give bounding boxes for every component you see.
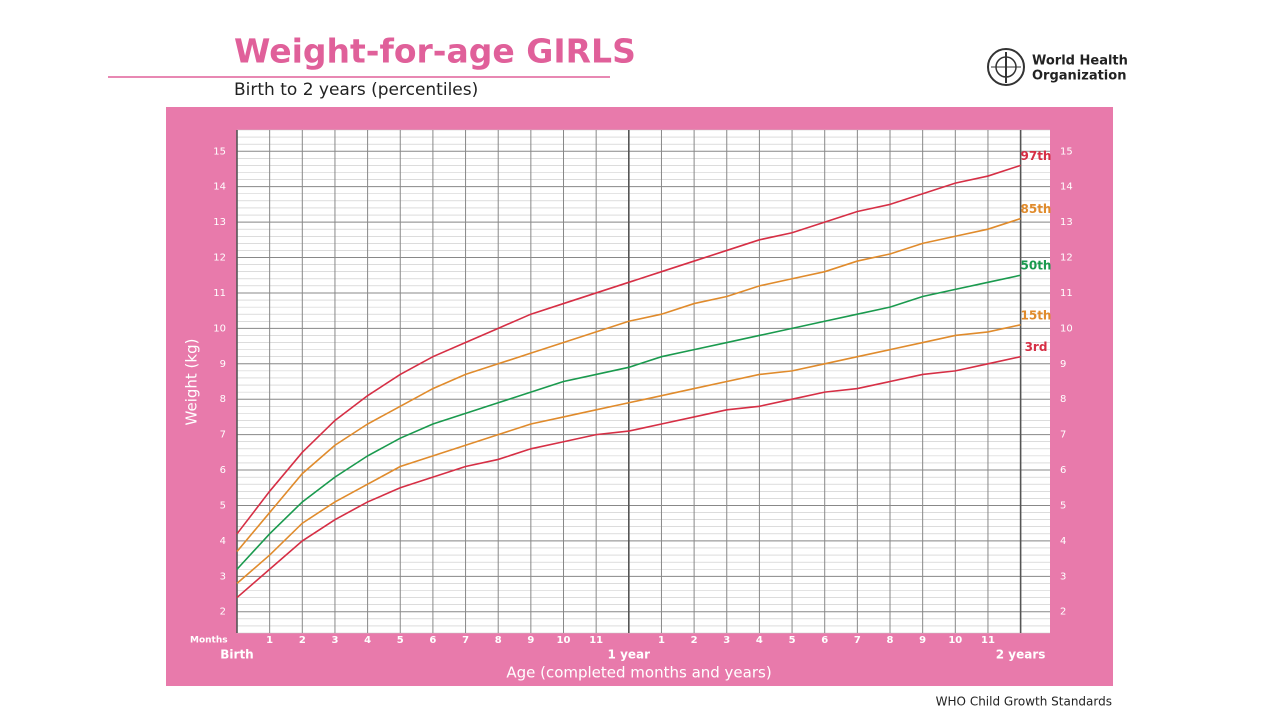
y-tick-label: 9 bbox=[1060, 359, 1066, 370]
x-tick-label: 4 bbox=[756, 635, 763, 646]
percentile-line bbox=[236, 355, 1021, 599]
x-tick-label: 1 year bbox=[608, 648, 651, 662]
x-tick-label: 5 bbox=[789, 635, 796, 646]
y-axis-label: Weight (kg) bbox=[183, 339, 201, 426]
x-tick-label: 3 bbox=[723, 635, 730, 646]
percentile-line bbox=[236, 164, 1021, 535]
y-tick-label: 2 bbox=[220, 607, 226, 618]
y-tick-label: 2 bbox=[1060, 607, 1066, 618]
y-tick-label: 14 bbox=[213, 182, 226, 193]
series-label: 15th bbox=[1021, 308, 1052, 322]
x-tick-label: 2 bbox=[299, 635, 306, 646]
plot-area bbox=[237, 130, 1050, 633]
x-tick-label: 2 years bbox=[996, 648, 1046, 662]
series-label: 50th bbox=[1021, 259, 1052, 273]
y-tick-label: 5 bbox=[1060, 500, 1066, 511]
y-tick-label: 8 bbox=[220, 394, 226, 405]
x-tick-label: 5 bbox=[397, 635, 404, 646]
org-name: Organization bbox=[1032, 69, 1126, 84]
y-tick-label: 4 bbox=[220, 536, 226, 547]
y-tick-label: 7 bbox=[220, 430, 226, 441]
footer: WHO Child Growth Standards bbox=[936, 695, 1112, 709]
percentile-line bbox=[236, 324, 1021, 585]
x-tick-label: 4 bbox=[364, 635, 371, 646]
y-tick-label: 15 bbox=[213, 146, 226, 157]
chart-subtitle: Birth to 2 years (percentiles) bbox=[234, 80, 478, 100]
series-label: 3rd bbox=[1025, 340, 1048, 354]
chart-title: Weight-for-age GIRLS bbox=[234, 32, 636, 71]
percentile-line bbox=[236, 274, 1021, 570]
x-tick-label: 6 bbox=[821, 635, 828, 646]
y-tick-label: 12 bbox=[213, 253, 226, 264]
percentile-line bbox=[236, 217, 1021, 553]
y-tick-label: 13 bbox=[1060, 217, 1073, 228]
y-tick-label: 10 bbox=[1060, 323, 1073, 334]
org-name: World Health bbox=[1032, 54, 1128, 69]
x-tick-label: 10 bbox=[557, 635, 571, 646]
x-tick-label: 6 bbox=[429, 635, 436, 646]
x-tick-label: 9 bbox=[919, 635, 926, 646]
y-tick-label: 10 bbox=[213, 323, 226, 334]
x-axis-label: Age (completed months and years) bbox=[506, 664, 771, 682]
y-tick-label: 9 bbox=[220, 359, 226, 370]
series-label: 97th bbox=[1021, 149, 1052, 163]
y-tick-label: 13 bbox=[213, 217, 226, 228]
x-tick-label: 2 bbox=[691, 635, 698, 646]
x-tick-label: 3 bbox=[331, 635, 338, 646]
y-tick-label: 11 bbox=[1060, 288, 1073, 299]
x-tick-label: 1 bbox=[658, 635, 665, 646]
x-tick-label: 9 bbox=[527, 635, 534, 646]
x-tick-label: 7 bbox=[462, 635, 469, 646]
x-tick-label: 7 bbox=[854, 635, 861, 646]
y-tick-label: 15 bbox=[1060, 146, 1073, 157]
y-tick-label: 11 bbox=[213, 288, 226, 299]
x-tick-label: 8 bbox=[887, 635, 894, 646]
x-tick-label: 11 bbox=[981, 635, 995, 646]
x-tick-label: 11 bbox=[589, 635, 603, 646]
y-tick-label: 5 bbox=[220, 500, 226, 511]
y-tick-label: 14 bbox=[1060, 182, 1073, 193]
who-logo bbox=[987, 48, 1025, 86]
y-tick-label: 3 bbox=[220, 571, 226, 582]
y-tick-label: 12 bbox=[1060, 253, 1073, 264]
y-tick-label: 6 bbox=[220, 465, 226, 476]
x-tick-label: Birth bbox=[220, 648, 253, 662]
y-tick-label: 4 bbox=[1060, 536, 1066, 547]
y-tick-label: 7 bbox=[1060, 430, 1066, 441]
y-tick-label: 3 bbox=[1060, 571, 1066, 582]
series-label: 85th bbox=[1021, 202, 1052, 216]
x-tick-label: 10 bbox=[948, 635, 962, 646]
x-tick-label: 8 bbox=[495, 635, 502, 646]
y-tick-label: 6 bbox=[1060, 465, 1066, 476]
x-tick-label: 1 bbox=[266, 635, 273, 646]
x-unit-label: Months bbox=[190, 636, 228, 646]
y-tick-label: 8 bbox=[1060, 394, 1066, 405]
